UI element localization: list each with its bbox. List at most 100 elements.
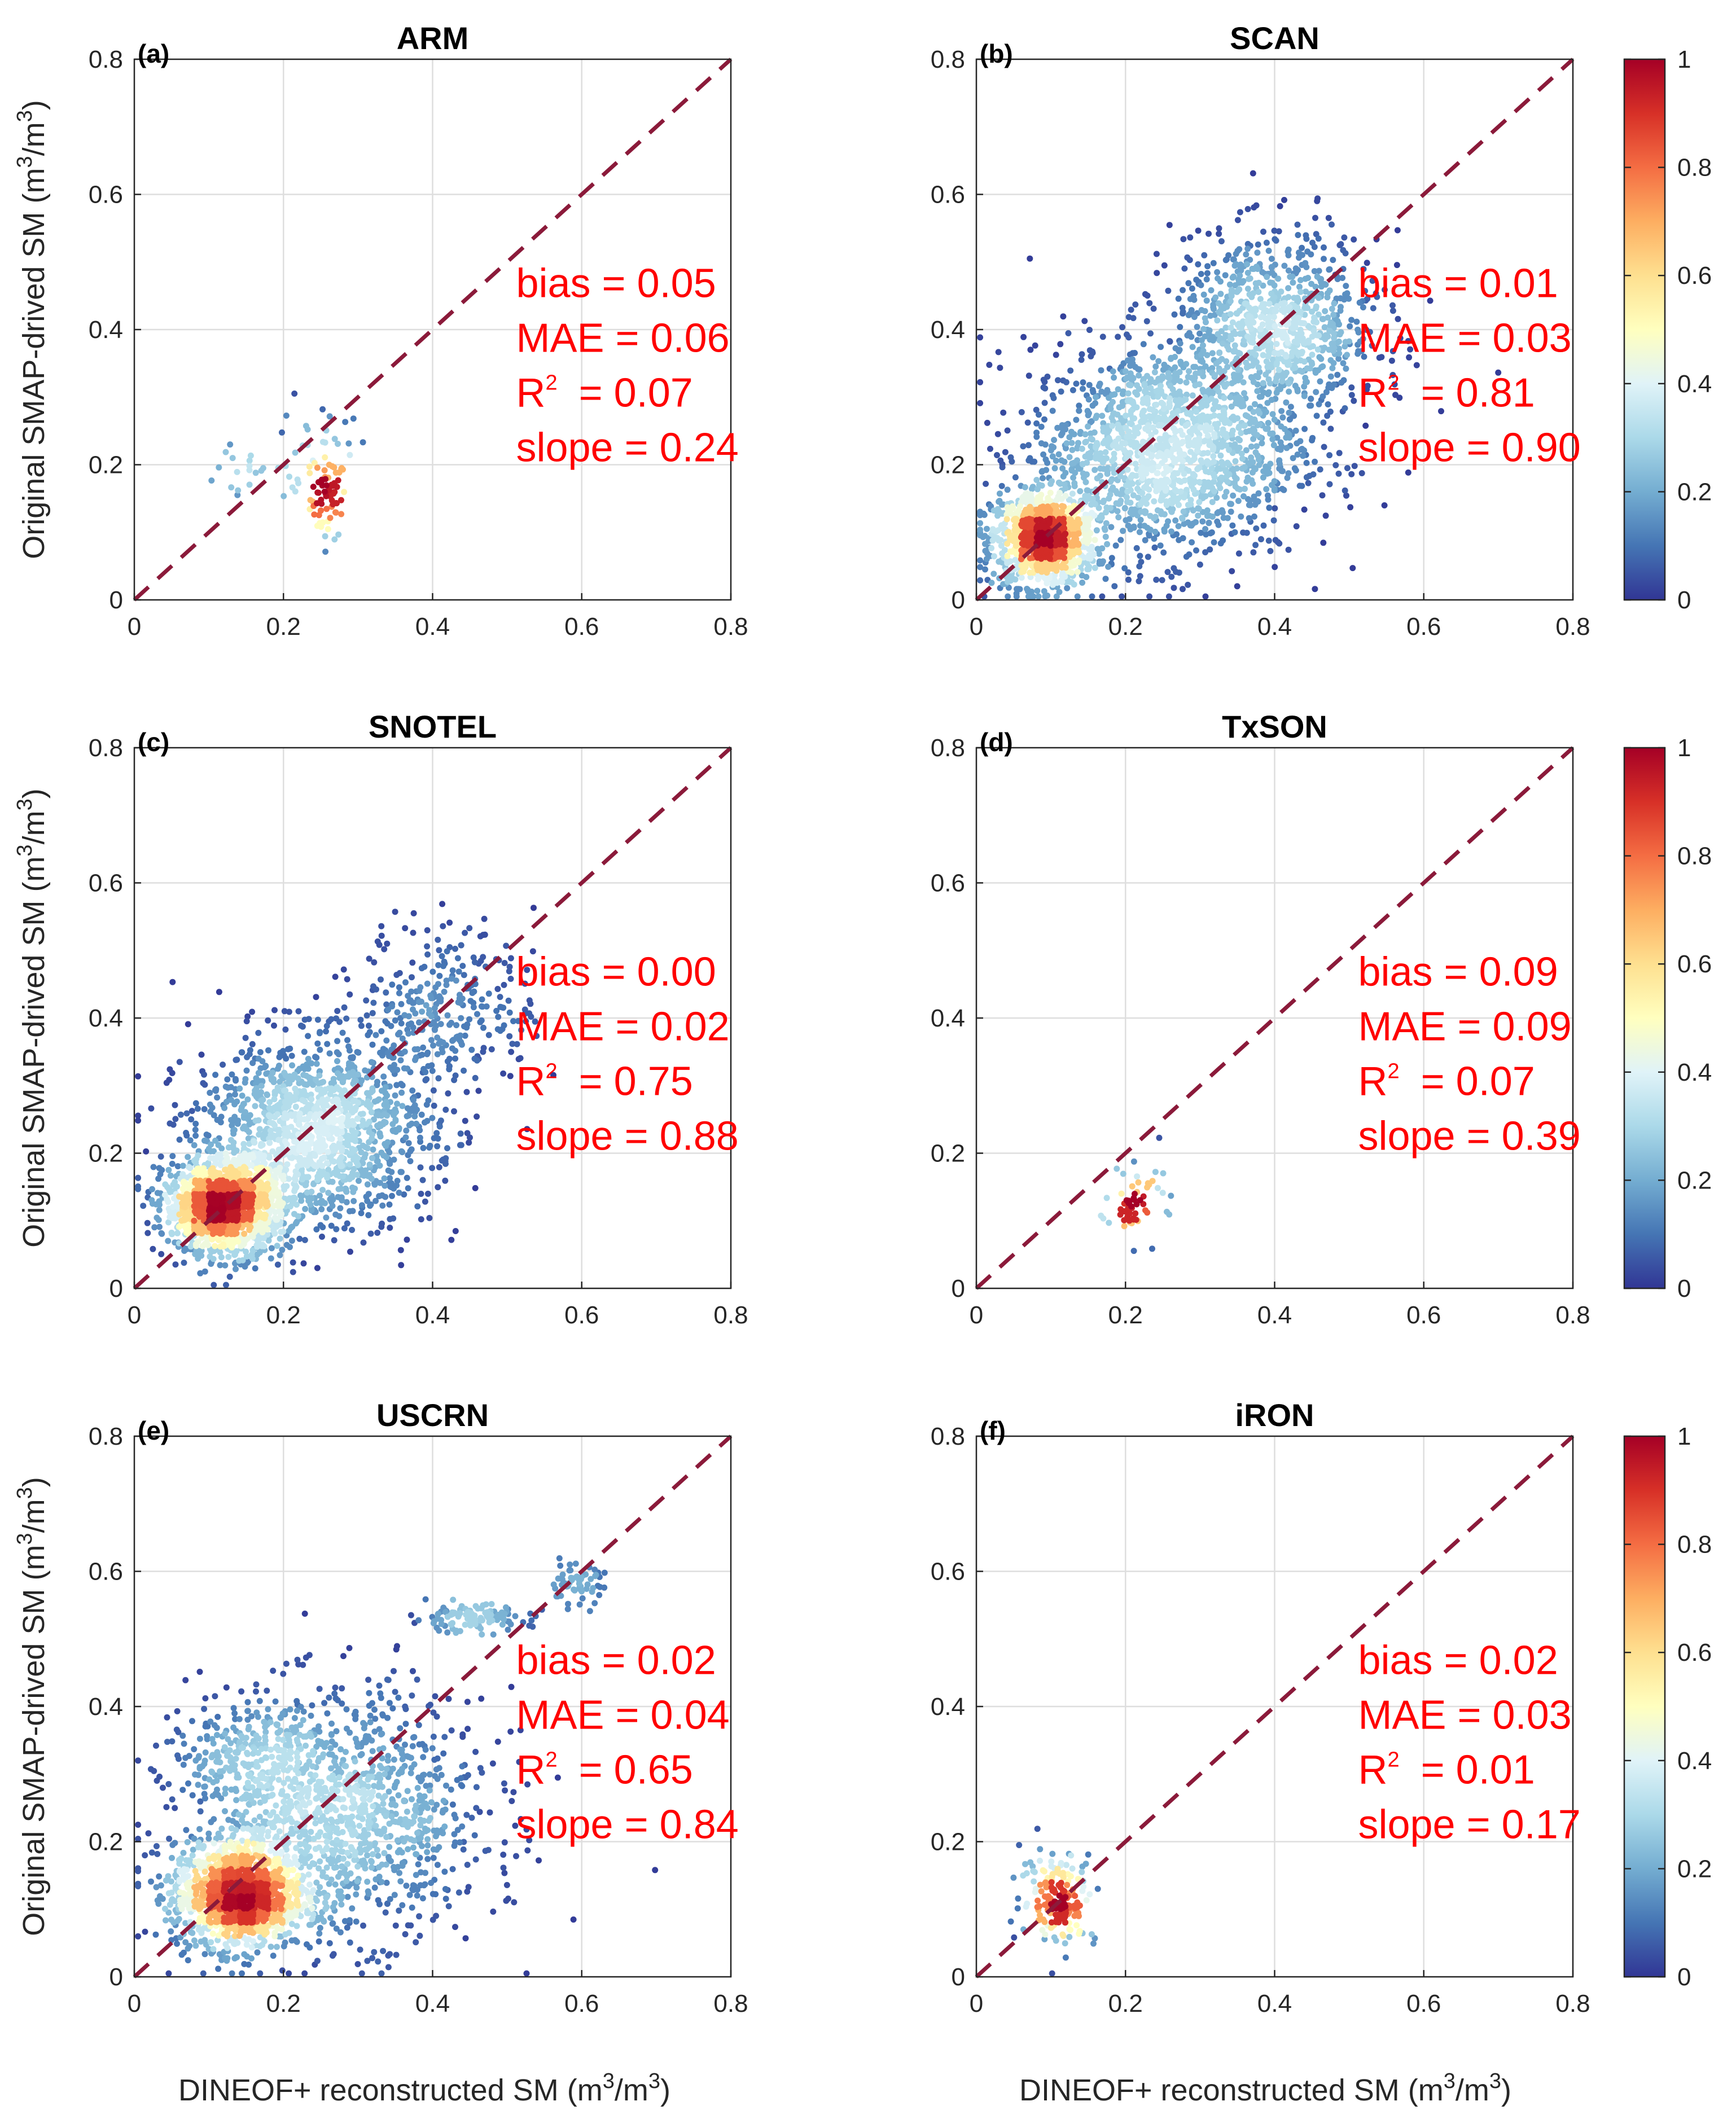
scatter-point	[1195, 261, 1202, 267]
scatter-point	[449, 967, 456, 974]
scatter-point	[1202, 593, 1209, 600]
scatter-point	[1025, 372, 1032, 379]
scatter-point	[416, 999, 422, 1006]
scatter-point	[338, 465, 345, 471]
scatter-point	[358, 1210, 365, 1217]
scatter-point	[471, 1055, 478, 1062]
scatter-point	[1243, 529, 1250, 536]
scatter-point	[413, 1120, 420, 1127]
scatter-point	[1157, 542, 1164, 549]
scatter-point	[372, 1032, 379, 1038]
scatter-point	[360, 1239, 367, 1246]
scatter-point	[455, 968, 462, 975]
scatter-point	[1264, 400, 1271, 406]
scatter-point	[1105, 563, 1112, 570]
scatter-point	[474, 1011, 480, 1017]
scatter-point	[1360, 266, 1367, 273]
scatter-point	[1336, 350, 1343, 357]
scatter-point	[1022, 484, 1028, 490]
scatter-point	[286, 473, 292, 480]
scatter-point	[1195, 512, 1202, 519]
scatter-point	[1281, 262, 1288, 269]
scatter-point	[1064, 585, 1071, 591]
scatter-point	[301, 1049, 308, 1055]
scatter-point	[326, 1050, 333, 1057]
scatter-point	[1241, 422, 1247, 429]
scatter-point	[300, 1260, 307, 1267]
scatter-point	[1066, 434, 1073, 441]
scatter-point	[389, 1192, 395, 1199]
scatter-point	[1196, 562, 1203, 568]
scatter-point	[235, 487, 242, 494]
scatter-point	[234, 1098, 240, 1105]
scatter-point	[463, 1024, 470, 1031]
scatter-point	[1051, 465, 1058, 472]
scatter-point	[1050, 394, 1057, 401]
scatter-point	[1266, 380, 1273, 387]
scatter-point	[366, 1161, 373, 1168]
scatter-point	[157, 1153, 164, 1160]
scatter-point	[531, 905, 537, 911]
scatter-point	[1170, 446, 1176, 453]
scatter-point	[1230, 273, 1237, 280]
scatter-point	[1180, 236, 1187, 243]
scatter-point	[1056, 589, 1063, 595]
scatter-point	[1229, 522, 1236, 529]
scatter-point	[1111, 374, 1117, 381]
scatter-point	[337, 1205, 344, 1212]
stat-r2-label: R	[516, 371, 545, 416]
scatter-point	[1305, 275, 1312, 281]
scatter-point	[1334, 276, 1341, 282]
scatter-point	[1364, 296, 1371, 302]
scatter-point	[1092, 400, 1099, 406]
scatter-point	[1270, 517, 1277, 524]
scatter-point	[1309, 352, 1316, 358]
scatter-point	[1181, 520, 1187, 527]
scatter-point	[444, 948, 450, 955]
scatter-point	[397, 1247, 404, 1253]
stat-bias: bias = 0.01	[1358, 261, 1558, 306]
scatter-point	[1209, 390, 1216, 397]
scatter-point	[274, 1261, 281, 1268]
scatter-point	[1360, 335, 1366, 342]
scatter-point	[1247, 497, 1253, 504]
scatter-point	[1165, 518, 1171, 525]
scatter-point	[295, 1075, 301, 1082]
scatter-point	[1201, 252, 1208, 258]
scatter-point	[340, 1173, 347, 1179]
scatter-point	[349, 1227, 356, 1233]
scatter-point	[208, 477, 215, 484]
scatter-point	[1338, 241, 1344, 248]
scatter-point	[318, 1206, 325, 1213]
scatter-point	[466, 925, 473, 932]
scatter-point	[1251, 416, 1258, 423]
scatter-point	[1212, 398, 1219, 405]
scatter-point	[1132, 460, 1139, 467]
scatter-point	[994, 512, 1001, 519]
scatter-point	[452, 1072, 459, 1079]
scatter-point	[1217, 278, 1224, 285]
scatter-point	[1205, 483, 1212, 490]
scatter-point	[1102, 527, 1108, 533]
scatter-point	[283, 413, 290, 419]
scatter-point	[195, 1152, 201, 1159]
scatter-point	[1076, 402, 1082, 409]
scatter-point	[1166, 375, 1173, 381]
scatter-point	[1214, 510, 1221, 516]
scatter-point	[410, 910, 417, 916]
scatter-point	[1229, 431, 1235, 438]
scatter-point	[1294, 440, 1300, 447]
scatter-point	[1204, 450, 1211, 457]
scatter-point	[1313, 319, 1320, 326]
scatter-point	[1060, 532, 1067, 538]
scatter-point	[380, 1152, 387, 1159]
scatter-point	[1278, 288, 1285, 295]
scatter-point	[1316, 295, 1322, 301]
scatter-point	[1063, 440, 1070, 447]
scatter-point	[1148, 453, 1155, 460]
scatter-point	[310, 484, 317, 490]
scatter-point	[1330, 257, 1336, 264]
scatter-point	[172, 1261, 179, 1268]
scatter-point	[1093, 413, 1100, 419]
scatter-point	[1049, 453, 1056, 460]
